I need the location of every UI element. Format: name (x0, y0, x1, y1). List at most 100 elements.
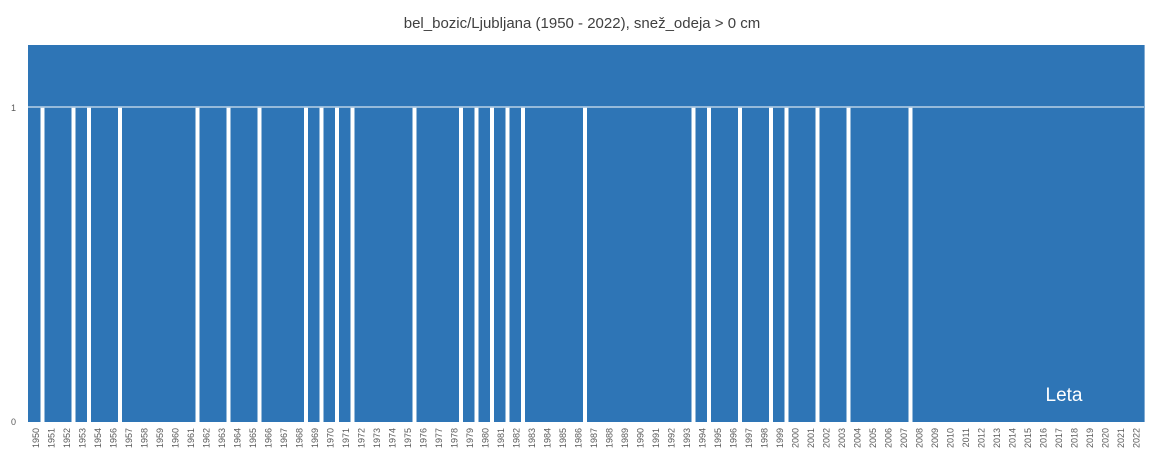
x-tick-label: 2021 (1116, 428, 1126, 448)
x-tick-label: 1951 (46, 428, 56, 448)
x-tick-label: 2017 (1054, 428, 1064, 448)
x-tick-label: 2000 (790, 428, 800, 448)
bar-2014 (1004, 45, 1021, 422)
bar-1993 (679, 45, 696, 422)
x-tick-label: 2018 (1069, 428, 1079, 448)
bar-2003 (834, 45, 851, 422)
bar-2020 (1097, 45, 1114, 422)
x-tick-label: 1995 (713, 428, 723, 448)
bar-2015 (1020, 45, 1037, 422)
bar-2009 (927, 45, 944, 422)
x-tick-label: 2011 (961, 428, 971, 447)
bar-2016 (1035, 45, 1052, 422)
bar-gap-1968 (304, 107, 308, 422)
x-tick-label: 1958 (139, 428, 149, 448)
x-tick-label: 1966 (263, 428, 273, 448)
x-tick-label: 1999 (775, 428, 785, 448)
chart-annotation: Leta (1046, 385, 1083, 406)
x-tick-label: 2013 (992, 428, 1002, 448)
bar-1971 (338, 45, 355, 422)
bar-1992 (663, 45, 680, 422)
bar-1961 (183, 45, 200, 422)
bar-2005 (865, 45, 882, 422)
x-tick-label: 1972 (356, 428, 366, 448)
x-tick-label: 2007 (899, 428, 909, 448)
bar-1954 (90, 45, 107, 422)
gaps-layer (40, 107, 913, 422)
x-tick-label: 1993 (682, 428, 692, 448)
bar-1980 (477, 45, 494, 422)
y-tick-label: 1 (11, 103, 16, 113)
bar-gap-1986 (583, 107, 587, 422)
bar-gap-1978 (459, 107, 463, 422)
bar-gap-1996 (738, 107, 742, 422)
bar-1958 (136, 45, 153, 422)
bar-1991 (648, 45, 665, 422)
x-tick-label: 2003 (837, 428, 847, 448)
x-tick-label: 2014 (1007, 428, 1017, 448)
x-tick-label: 1956 (108, 428, 118, 448)
bar-gap-1975 (412, 107, 417, 422)
bar-1977 (431, 45, 448, 422)
bar-gap-2007 (908, 107, 913, 422)
bar-1952 (59, 45, 76, 422)
bar-1981 (493, 45, 510, 422)
bar-1996 (725, 45, 742, 422)
x-tick-label: 2001 (806, 428, 816, 448)
bar-1998 (756, 45, 773, 422)
bar-1986 (570, 45, 587, 422)
x-tick-label: 2005 (868, 428, 878, 448)
bar-1956 (105, 45, 122, 422)
bar-1987 (586, 45, 603, 422)
x-tick-label: 2020 (1100, 428, 1110, 448)
x-tick-label: 1980 (480, 428, 490, 448)
bar-1964 (229, 45, 246, 422)
x-tick-label: 1990 (635, 428, 645, 448)
bar-2022 (1128, 45, 1145, 422)
bar-2021 (1113, 45, 1130, 422)
x-tick-label: 1987 (589, 428, 599, 448)
bar-1973 (369, 45, 386, 422)
x-axis: 1950 1951 1952 1953 1954 1956 1957 1958 1959 1960… (31, 428, 1142, 448)
bar-gap-1979 (474, 107, 479, 422)
x-tick-label: 2008 (914, 428, 924, 448)
bar-2007 (896, 45, 913, 422)
bar-1959 (152, 45, 169, 422)
x-tick-label: 1985 (558, 428, 568, 448)
bars-layer (28, 45, 1145, 422)
bar-gap-1953 (87, 107, 91, 422)
bar-gap-2001 (815, 107, 820, 422)
x-tick-label: 1986 (573, 428, 583, 448)
bar-2004 (849, 45, 866, 422)
x-tick-label: 2010 (945, 428, 955, 448)
x-tick-label: 1964 (232, 428, 242, 448)
bar-1953 (74, 45, 91, 422)
x-tick-label: 1983 (527, 428, 537, 448)
bar-1994 (694, 45, 711, 422)
bar-1999 (772, 45, 789, 422)
x-tick-label: 2009 (930, 428, 940, 448)
bar-gap-1971 (350, 107, 355, 422)
bar-1969 (307, 45, 324, 422)
x-tick-label: 1957 (124, 428, 134, 448)
bar-gap-1980 (490, 107, 494, 422)
bar-1988 (601, 45, 618, 422)
x-tick-label: 1998 (759, 428, 769, 448)
bar-gap-1994 (707, 107, 711, 422)
bar-gap-1981 (505, 107, 510, 422)
x-tick-label: 2016 (1038, 428, 1048, 448)
bar-1957 (121, 45, 138, 422)
x-tick-label: 2022 (1131, 428, 1141, 448)
bar-1960 (167, 45, 184, 422)
bar-1984 (539, 45, 556, 422)
bar-1970 (322, 45, 339, 422)
x-tick-label: 1984 (542, 428, 552, 448)
x-tick-label: 1954 (93, 428, 103, 448)
bar-gap-1961 (195, 107, 200, 422)
bar-2006 (880, 45, 897, 422)
x-tick-label: 1973 (372, 428, 382, 448)
x-tick-label: 1981 (496, 428, 506, 448)
bar-2001 (803, 45, 820, 422)
bar-gap-1970 (335, 107, 339, 422)
